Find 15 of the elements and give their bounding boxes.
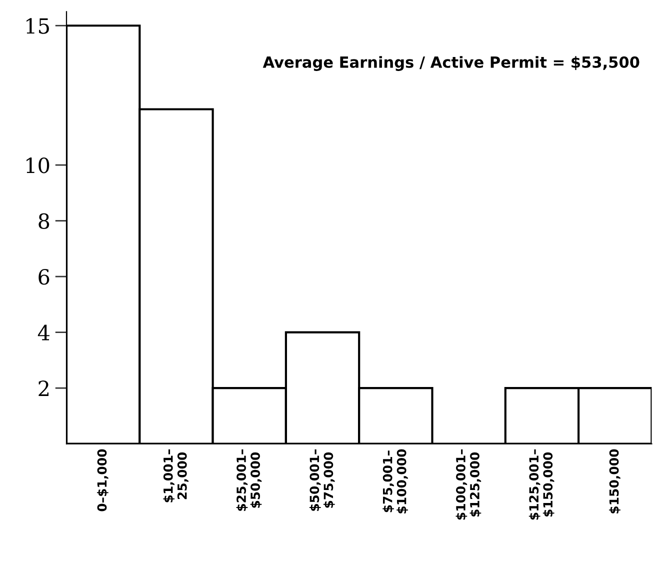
x-tick-label: $150,000 — [609, 449, 620, 514]
x-tick-label: $50,001– $75,000 — [309, 449, 335, 511]
y-tick-label: 4 — [38, 324, 50, 340]
x-tick-label: $1,001– 25,000 — [163, 449, 188, 502]
x-tick-label: $100,001– $125,000 — [456, 449, 482, 520]
x-tick-label: $25,001– $50,000 — [236, 449, 262, 511]
y-tick-label: 10 — [26, 157, 50, 174]
y-tick-label: 15 — [26, 18, 49, 34]
annotation: Average Earnings / Active Permit = $53,500 — [262, 56, 640, 71]
x-tick-label: 0–$1,000 — [97, 449, 108, 512]
y-tick-label: 6 — [38, 269, 50, 285]
y-tick-label: 2 — [38, 380, 48, 396]
y-tick-label: 8 — [38, 213, 50, 229]
x-tick-label: $125,001– $150,000 — [528, 449, 554, 520]
x-tick-label: $75,001– $100,000 — [382, 449, 408, 514]
